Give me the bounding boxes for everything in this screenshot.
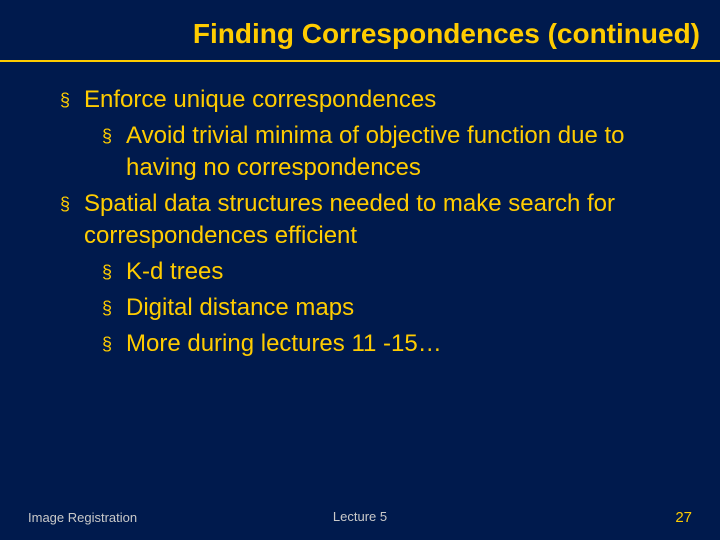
- bullet-text: Spatial data structures needed to make s…: [84, 188, 680, 252]
- bullet-text: Enforce unique correspondences: [84, 84, 436, 116]
- bullet-marker-icon: §: [102, 120, 112, 152]
- bullet-marker-icon: §: [60, 188, 70, 220]
- footer-left-text: Image Registration: [28, 510, 137, 525]
- content-area: § Enforce unique correspondences § Avoid…: [0, 68, 720, 360]
- footer-center-text: Lecture 5: [333, 509, 387, 524]
- bullet-item: § K-d trees: [102, 256, 680, 288]
- bullet-marker-icon: §: [102, 256, 112, 288]
- bullet-item: § Avoid trivial minima of objective func…: [102, 120, 680, 184]
- bullet-marker-icon: §: [102, 328, 112, 360]
- bullet-item: § Enforce unique correspondences: [60, 84, 680, 116]
- page-number: 27: [675, 509, 692, 526]
- bullet-marker-icon: §: [60, 84, 70, 116]
- bullet-item: § Spatial data structures needed to make…: [60, 188, 680, 252]
- bullet-marker-icon: §: [102, 292, 112, 324]
- footer: Image Registration Lecture 5 27: [0, 509, 720, 526]
- slide-title: Finding Correspondences (continued): [193, 18, 700, 50]
- bullet-text: K-d trees: [126, 256, 223, 288]
- title-area: Finding Correspondences (continued): [0, 0, 720, 56]
- title-divider: [0, 60, 720, 62]
- slide: Finding Correspondences (continued) § En…: [0, 0, 720, 540]
- bullet-text: Avoid trivial minima of objective functi…: [126, 120, 680, 184]
- bullet-item: § Digital distance maps: [102, 292, 680, 324]
- bullet-item: § More during lectures 11 -15…: [102, 328, 680, 360]
- bullet-text: More during lectures 11 -15…: [126, 328, 442, 360]
- bullet-text: Digital distance maps: [126, 292, 354, 324]
